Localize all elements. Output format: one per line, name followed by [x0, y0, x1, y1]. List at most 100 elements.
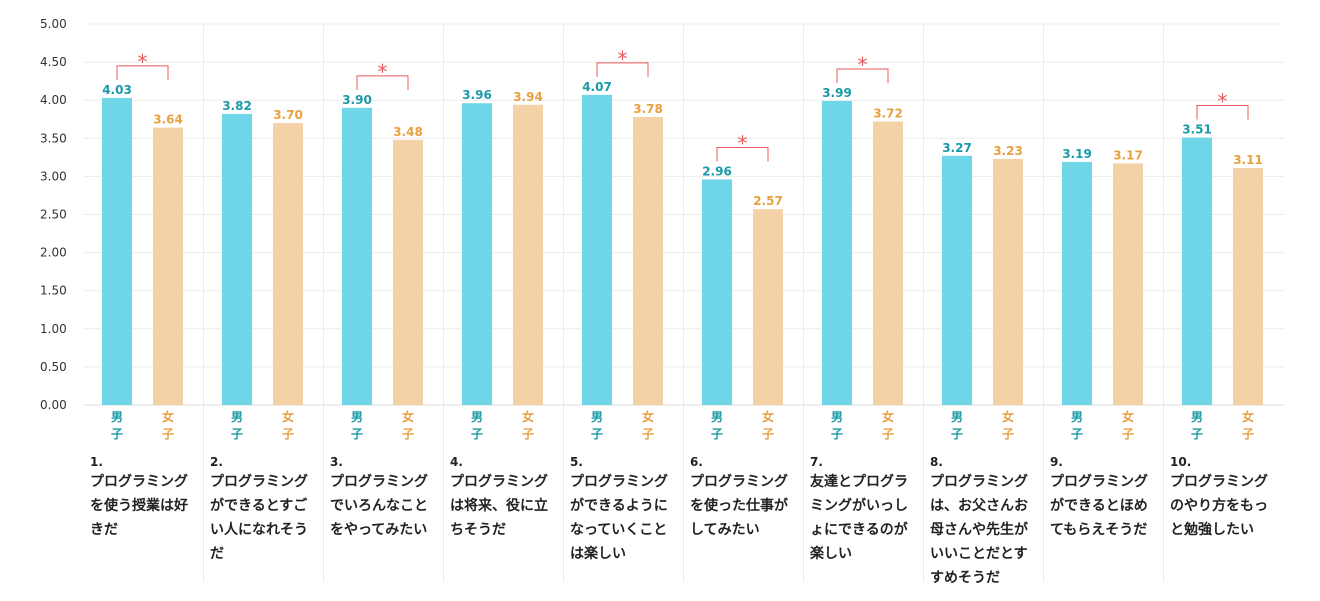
- bar-boys: [102, 97, 132, 405]
- significance-bracket: [836, 68, 889, 83]
- bar-girls: [873, 121, 903, 405]
- series-label: 子: [1191, 427, 1203, 441]
- category-label: プログラミングのやり方をもっと勉強したい: [1170, 474, 1268, 538]
- series-label: 子: [882, 427, 894, 441]
- category-number: 1.: [90, 455, 103, 469]
- bar-girls: [753, 209, 783, 405]
- category-number: 10.: [1170, 455, 1192, 469]
- category-number: 8.: [930, 455, 943, 469]
- data-label: 3.70: [273, 108, 303, 122]
- y-tick-label: 2.50: [40, 208, 67, 222]
- bar-girls: [513, 104, 543, 405]
- bar-boys: [582, 94, 612, 405]
- category-number: 9.: [1050, 455, 1063, 469]
- series-label: 子: [711, 427, 723, 441]
- series-label: 男: [471, 410, 483, 424]
- y-tick-label: 0.00: [40, 398, 67, 412]
- y-tick-label: 3.00: [40, 169, 67, 183]
- data-label: 3.99: [822, 86, 852, 100]
- bar-girls: [273, 123, 303, 405]
- series-label: 女: [282, 409, 294, 424]
- series-label: 子: [1122, 427, 1134, 441]
- category-number: 4.: [450, 455, 463, 469]
- bar-boys: [1062, 161, 1092, 405]
- category-label: プログラミングでいろんなことをやってみたい: [330, 474, 428, 538]
- y-tick-label: 5.00: [40, 17, 67, 31]
- category-label: プログラミングができるとほめてもらえそうだ: [1050, 474, 1148, 538]
- data-label: 3.17: [1113, 148, 1143, 162]
- series-label: 子: [471, 427, 483, 441]
- series-label: 女: [402, 409, 414, 424]
- series-label: 子: [351, 427, 363, 441]
- significance-marker: *: [858, 53, 868, 77]
- bar-girls: [633, 116, 663, 406]
- y-tick-label: 3.50: [40, 131, 67, 145]
- series-label: 子: [111, 427, 123, 441]
- data-label: 3.96: [462, 88, 492, 102]
- significance-marker: *: [378, 60, 388, 84]
- category-number: 7.: [810, 455, 823, 469]
- series-label: 女: [1242, 409, 1254, 424]
- series-label: 女: [642, 409, 654, 424]
- series-label: 子: [1002, 427, 1014, 441]
- data-label: 3.82: [222, 99, 252, 113]
- y-tick-label: 4.00: [40, 93, 67, 107]
- series-label: 男: [351, 410, 363, 424]
- series-label: 男: [1071, 410, 1083, 424]
- category-number: 5.: [570, 455, 583, 469]
- data-label: 3.23: [993, 144, 1023, 158]
- series-label: 子: [951, 427, 963, 441]
- data-label: 3.72: [873, 107, 903, 121]
- bar-boys: [222, 113, 252, 405]
- significance-bracket: [356, 75, 409, 90]
- series-label: 子: [762, 427, 774, 441]
- bar-boys: [462, 103, 492, 406]
- series-label: 女: [882, 409, 894, 424]
- significance-bracket: [116, 65, 169, 80]
- series-label: 男: [711, 410, 723, 424]
- bar-boys: [342, 107, 372, 405]
- significance-bracket: [596, 62, 649, 77]
- series-label: 女: [1122, 409, 1134, 424]
- series-label: 子: [282, 427, 294, 441]
- data-label: 3.78: [633, 102, 663, 116]
- category-label: プログラミングを使った仕事がしてみたい: [690, 474, 788, 538]
- bar-girls: [993, 158, 1023, 405]
- data-label: 3.90: [342, 93, 372, 107]
- series-label: 子: [231, 427, 243, 441]
- bar-boys: [942, 155, 972, 405]
- bar-boys: [1182, 137, 1212, 405]
- series-label: 男: [1191, 410, 1203, 424]
- category-label: プログラミングは、お父さんお母さんや先生がいいことだとすすめそうだ: [930, 474, 1028, 586]
- significance-marker: *: [138, 50, 148, 74]
- bar-girls: [393, 139, 423, 405]
- series-label: 女: [162, 409, 174, 424]
- series-label: 女: [522, 409, 534, 424]
- y-tick-label: 0.50: [40, 360, 67, 374]
- data-label: 3.27: [942, 141, 972, 155]
- series-label: 子: [1071, 427, 1083, 441]
- category-number: 6.: [690, 455, 703, 469]
- data-label: 3.11: [1233, 153, 1263, 167]
- series-label: 男: [831, 410, 843, 424]
- data-label: 4.03: [102, 83, 132, 97]
- y-tick-label: 2.00: [40, 246, 67, 260]
- bar-girls: [1113, 163, 1143, 405]
- significance-bracket: [1196, 105, 1249, 120]
- series-label: 男: [231, 410, 243, 424]
- bar-boys: [702, 179, 732, 405]
- data-label: 3.64: [153, 113, 183, 127]
- series-label: 子: [162, 427, 174, 441]
- series-label: 子: [831, 427, 843, 441]
- category-label: 友達とプログラミングがいっしょにできるのが楽しい: [810, 474, 908, 562]
- category-label: プログラミングを使う授業は好きだ: [90, 474, 188, 538]
- series-label: 子: [1242, 427, 1254, 441]
- series-label: 子: [522, 427, 534, 441]
- y-tick-label: 1.50: [40, 284, 67, 298]
- significance-bracket: [716, 146, 769, 162]
- series-label: 女: [1002, 409, 1014, 424]
- bar-boys: [822, 100, 852, 405]
- series-label: 男: [591, 410, 603, 424]
- bar-girls: [153, 127, 183, 405]
